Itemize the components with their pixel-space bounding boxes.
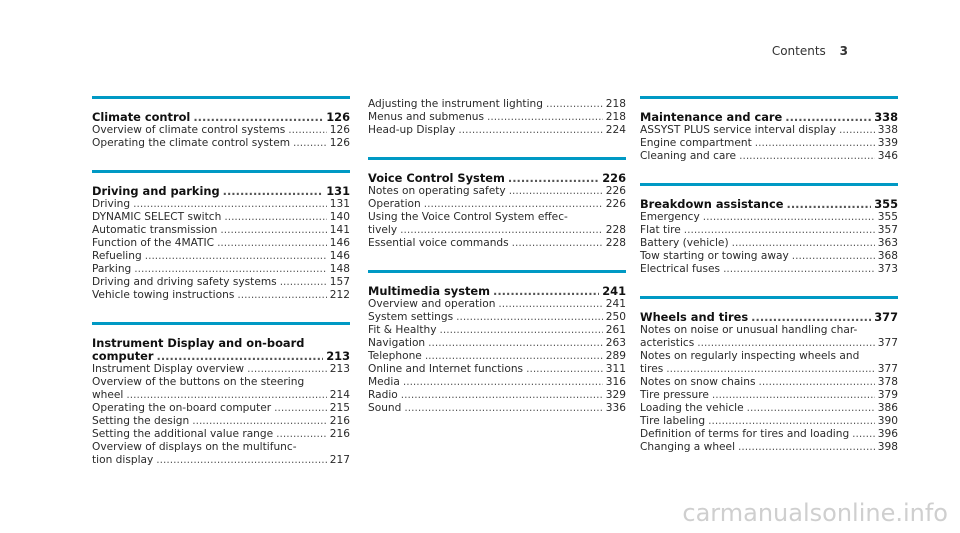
toc-entry[interactable]: Driving131 <box>92 198 350 211</box>
toc-heading[interactable]: Driving and parking131 <box>92 185 350 198</box>
page-header: Contents 3 <box>772 44 848 58</box>
toc-entry[interactable]: Refueling146 <box>92 250 350 263</box>
toc-entry[interactable]: Fit & Healthy261 <box>368 324 626 337</box>
toc-section-voice-control-system: Voice Control System226 Notes on operati… <box>368 157 626 250</box>
toc-entry[interactable]: Adjusting the instrument lighting218 <box>368 98 626 111</box>
section-divider <box>92 96 350 99</box>
toc-entry[interactable]: Head-up Display224 <box>368 124 626 137</box>
section-divider <box>640 296 898 299</box>
section-divider <box>92 170 350 173</box>
section-divider <box>368 157 626 160</box>
toc-section-maintenance-and-care: Maintenance and care338 ASSYST PLUS serv… <box>640 96 898 163</box>
toc-column-3: Maintenance and care338 ASSYST PLUS serv… <box>640 96 898 474</box>
toc-heading-line: Instrument Display and on-board <box>92 336 305 350</box>
toc-entry[interactable]: Setting the design216 <box>92 415 350 428</box>
toc-section-instrument-display: Instrument Display and on-board computer… <box>92 322 350 467</box>
toc-entry[interactable]: acteristics377 <box>640 337 898 350</box>
page-number: 3 <box>839 44 848 58</box>
toc-heading[interactable]: Breakdown assistance355 <box>640 198 898 211</box>
toc-heading[interactable]: Climate control126 <box>92 111 350 124</box>
toc-entry[interactable]: Essential voice commands228 <box>368 237 626 250</box>
toc-entry[interactable]: Engine compartment339 <box>640 137 898 150</box>
toc-heading[interactable]: Multimedia system241 <box>368 285 626 298</box>
toc-column-1: Climate control126 Overview of climate c… <box>92 96 350 487</box>
toc-entry[interactable]: Operating the on-board computer215 <box>92 402 350 415</box>
header-label: Contents <box>771 44 826 58</box>
toc-entry[interactable]: Radio329 <box>368 389 626 402</box>
toc-entry[interactable]: Vehicle towing instructions212 <box>92 289 350 302</box>
section-divider <box>368 270 626 273</box>
toc-column-2: Adjusting the instrument lighting218 Men… <box>368 96 626 435</box>
toc-entry[interactable]: Operating the climate control system126 <box>92 137 350 150</box>
toc-entry[interactable]: Function of the 4MATIC146 <box>92 237 350 250</box>
toc-entry-line: Overview of displays on the multifunc- <box>92 441 297 453</box>
toc-entry[interactable]: Parking148 <box>92 263 350 276</box>
watermark: carmanualsonline.info <box>682 499 948 527</box>
toc-heading[interactable]: Maintenance and care338 <box>640 111 898 124</box>
toc-section-multimedia-system: Multimedia system241 Overview and operat… <box>368 270 626 415</box>
toc-entry[interactable]: Tire labeling390 <box>640 415 898 428</box>
toc-entry[interactable]: Flat tire357 <box>640 224 898 237</box>
toc-entry[interactable]: tires377 <box>640 363 898 376</box>
toc-section-climate-control: Climate control126 Overview of climate c… <box>92 96 350 150</box>
toc-entry[interactable]: Tow starting or towing away368 <box>640 250 898 263</box>
toc-section-breakdown-assistance: Breakdown assistance355 Emergency355 Fla… <box>640 183 898 276</box>
toc-entry[interactable]: ASSYST PLUS service interval display338 <box>640 124 898 137</box>
toc-entry[interactable]: Loading the vehicle386 <box>640 402 898 415</box>
toc-entry[interactable]: tively228 <box>368 224 626 237</box>
toc-heading[interactable]: Wheels and tires377 <box>640 311 898 324</box>
toc-entry[interactable]: Driving and driving safety systems157 <box>92 276 350 289</box>
toc-entry[interactable]: Telephone289 <box>368 350 626 363</box>
section-divider <box>92 322 350 325</box>
toc-entry[interactable]: tion display217 <box>92 454 350 467</box>
toc-entry[interactable]: Instrument Display overview213 <box>92 363 350 376</box>
toc-entry[interactable]: Changing a wheel398 <box>640 441 898 454</box>
toc-entry[interactable]: Menus and submenus218 <box>368 111 626 124</box>
toc-entry[interactable]: Setting the additional value range216 <box>92 428 350 441</box>
toc-entry[interactable]: Sound336 <box>368 402 626 415</box>
toc-entry[interactable]: Overview of climate control systems126 <box>92 124 350 137</box>
section-divider <box>640 96 898 99</box>
toc-entry[interactable]: DYNAMIC SELECT switch140 <box>92 211 350 224</box>
toc-entry[interactable]: Notes on operating safety226 <box>368 185 626 198</box>
toc-entry[interactable]: Battery (vehicle)363 <box>640 237 898 250</box>
toc-heading[interactable]: Voice Control System226 <box>368 172 626 185</box>
toc-entry[interactable]: Notes on snow chains378 <box>640 376 898 389</box>
toc-section-continued: Adjusting the instrument lighting218 Men… <box>368 98 626 137</box>
toc-entry[interactable]: Emergency355 <box>640 211 898 224</box>
toc-entry-line: Using the Voice Control System effec- <box>368 211 568 223</box>
toc-entry[interactable]: System settings250 <box>368 311 626 324</box>
toc-entry[interactable]: Overview and operation241 <box>368 298 626 311</box>
toc-entry-line: Notes on regularly inspecting wheels and <box>640 350 860 362</box>
toc-heading[interactable]: computer213 <box>92 350 350 363</box>
toc-entry[interactable]: Cleaning and care346 <box>640 150 898 163</box>
toc-entry-line: Notes on noise or unusual handling char- <box>640 324 858 336</box>
toc-entry-line: Overview of the buttons on the steering <box>92 376 305 388</box>
toc-entry[interactable]: Electrical fuses373 <box>640 263 898 276</box>
toc-entry[interactable]: Operation226 <box>368 198 626 211</box>
section-divider <box>640 183 898 186</box>
toc-entry[interactable]: Automatic transmission141 <box>92 224 350 237</box>
toc-entry[interactable]: Online and Internet functions311 <box>368 363 626 376</box>
toc-entry[interactable]: Definition of terms for tires and loadin… <box>640 428 898 441</box>
toc-section-driving-and-parking: Driving and parking131 Driving131 DYNAMI… <box>92 170 350 302</box>
toc-entry[interactable]: Media316 <box>368 376 626 389</box>
toc-section-wheels-and-tires: Wheels and tires377 Notes on noise or un… <box>640 296 898 454</box>
toc-entry[interactable]: Tire pressure379 <box>640 389 898 402</box>
toc-entry[interactable]: wheel214 <box>92 389 350 402</box>
toc-entry[interactable]: Navigation263 <box>368 337 626 350</box>
